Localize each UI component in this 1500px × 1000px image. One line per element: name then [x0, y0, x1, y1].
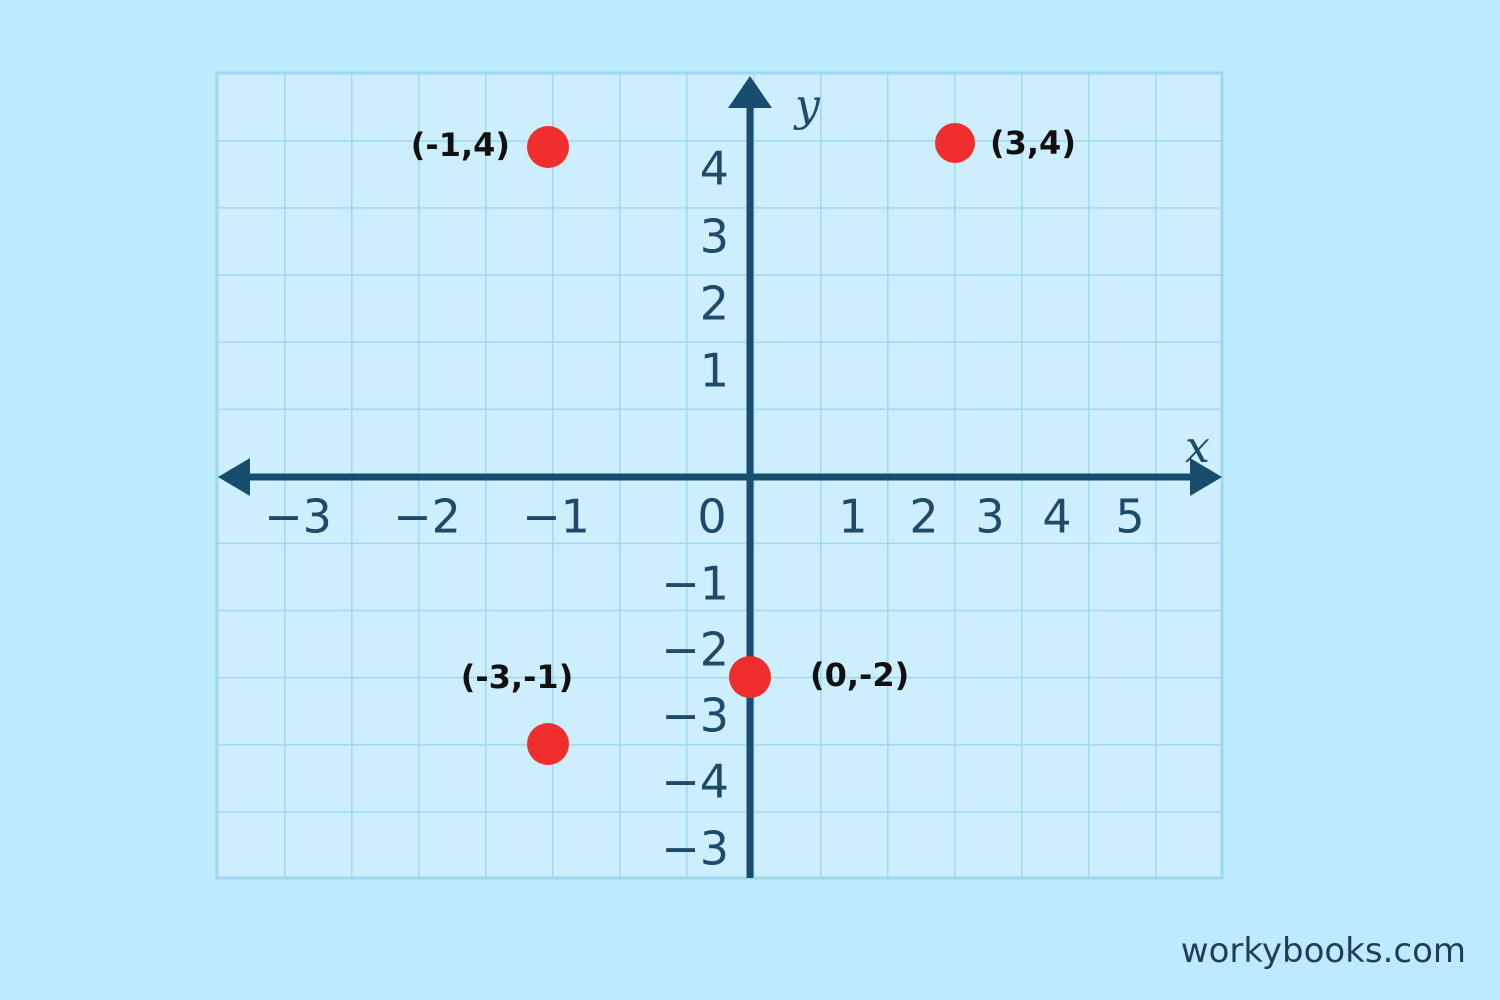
y-axis-label: y: [793, 80, 821, 131]
x-tick-label: −1: [522, 490, 590, 544]
x-tick-label: 4: [1042, 490, 1071, 544]
y-tick-label: −2: [661, 623, 729, 677]
y-tick-label: −3: [661, 689, 729, 743]
y-tick-label: 4: [700, 142, 729, 196]
x-tick-label: 3: [975, 490, 1004, 544]
point: [729, 656, 771, 698]
x-tick-label: 1: [838, 490, 867, 544]
point-label: (-1,4): [411, 126, 510, 164]
x-tick-label: 2: [909, 490, 938, 544]
x-tick-label: −3: [264, 490, 332, 544]
point-label: (3,4): [990, 124, 1076, 162]
point-label: (0,-2): [810, 656, 909, 694]
footer: workybooks.com: [1181, 931, 1466, 971]
y-tick-label: −3: [661, 822, 729, 876]
y-tick-label: 3: [700, 210, 729, 264]
point: [527, 126, 569, 168]
y-axis: [728, 76, 772, 878]
point-label: (-3,-1): [461, 658, 574, 696]
point: [527, 723, 569, 765]
x-axis: [218, 458, 1222, 496]
x-axis-label: x: [1185, 422, 1210, 473]
point: [935, 123, 975, 163]
y-tick-label: −4: [661, 755, 729, 809]
y-tick-label: 1: [700, 344, 729, 398]
x-tick-label: 5: [1115, 490, 1144, 544]
y-tick-label: −1: [661, 557, 729, 611]
x-tick-label: −2: [393, 490, 461, 544]
y-tick-label: 2: [700, 277, 729, 331]
x-tick-label: 0: [697, 490, 726, 544]
